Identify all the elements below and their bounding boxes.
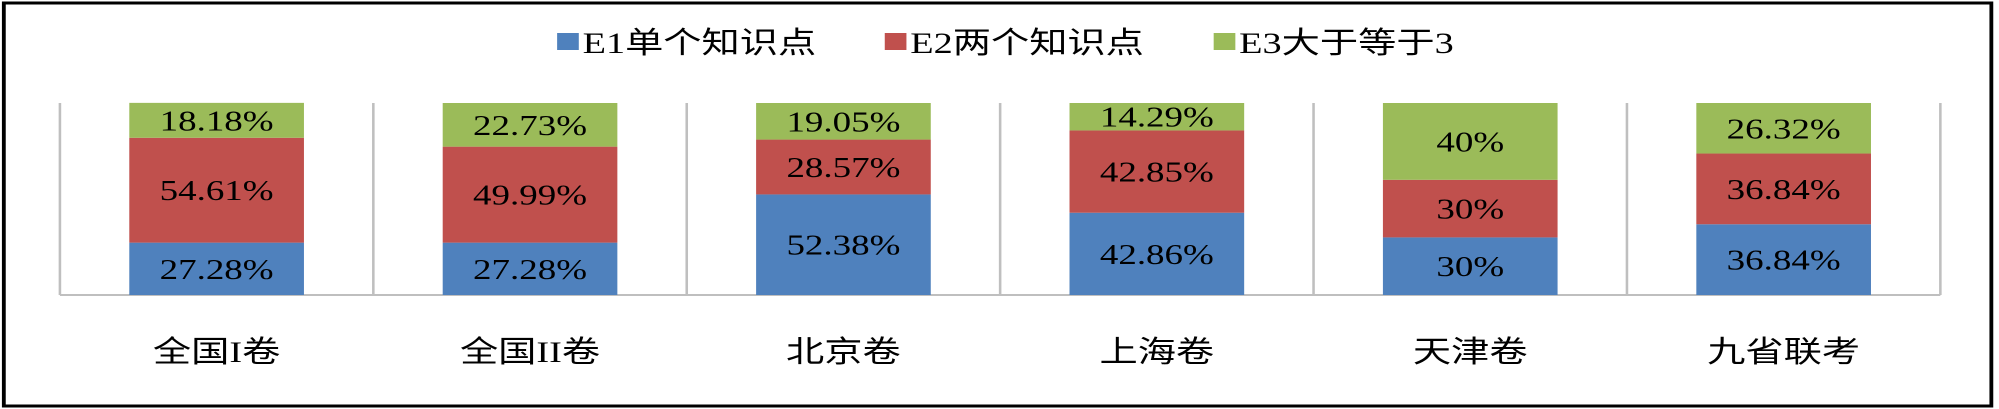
- data-label: 49.99%: [473, 179, 587, 211]
- data-label: 52.38%: [786, 229, 900, 261]
- bar-segment: [1696, 153, 1871, 225]
- bar-segment: [1382, 103, 1558, 180]
- bar-segment: [129, 102, 304, 138]
- data-label: 36.84%: [1727, 244, 1841, 276]
- x-tick-label: 上海卷: [1099, 336, 1214, 369]
- bar-segment: [756, 139, 931, 195]
- legend-label: E3大于等于3: [1239, 27, 1454, 60]
- data-label: 30%: [1436, 251, 1504, 283]
- x-tick-label: 北京卷: [786, 336, 901, 369]
- data-label: 26.32%: [1727, 113, 1841, 145]
- data-label: 27.28%: [473, 253, 587, 285]
- legend-label: E2两个知识点: [910, 27, 1144, 60]
- bar-segment: [1069, 130, 1245, 213]
- legend-label: E1单个知识点: [583, 27, 817, 60]
- bar-segment: [1069, 212, 1245, 295]
- bar-segment: [1382, 237, 1558, 295]
- data-label: 19.05%: [786, 106, 900, 138]
- x-tick-label: 九省联考: [1707, 336, 1860, 369]
- bar-segment: [1696, 103, 1871, 154]
- bar-segment: [1696, 224, 1871, 295]
- legend: E1单个知识点 E2两个知识点 E3大于等于3: [557, 27, 1454, 60]
- data-label: 18.18%: [160, 105, 274, 137]
- legend-swatch: [1213, 33, 1236, 50]
- bar-segment: [1382, 179, 1558, 238]
- data-label: 42.86%: [1100, 239, 1214, 271]
- bar-segment: [756, 194, 931, 295]
- plot-area: 27.28% 54.61% 18.18% 全国I卷 27.28% 49.99% 22.73%…: [58, 101, 1942, 369]
- x-tick-label: 天津卷: [1413, 336, 1528, 369]
- x-tick-label: 全国II卷: [460, 336, 600, 369]
- bar-segment: [442, 242, 618, 295]
- data-label: 42.85%: [1100, 156, 1214, 188]
- bar-segment: [442, 146, 618, 243]
- bar-segment: [129, 242, 304, 295]
- data-label: 28.57%: [786, 152, 900, 184]
- bar-segment: [129, 137, 304, 243]
- bar-segment: [1069, 103, 1245, 131]
- bar-segment: [756, 103, 931, 140]
- legend-swatch: [884, 33, 907, 50]
- data-label: 22.73%: [473, 110, 587, 142]
- data-label: 40%: [1436, 126, 1504, 158]
- data-label: 30%: [1436, 193, 1504, 225]
- legend-swatch: [557, 33, 579, 50]
- bar-segment: [442, 103, 618, 147]
- data-label: 14.29%: [1100, 101, 1214, 133]
- data-label: 36.84%: [1727, 174, 1841, 206]
- data-label: 54.61%: [160, 175, 274, 207]
- data-label: 27.28%: [160, 253, 274, 285]
- x-tick-label: 全国I卷: [153, 336, 280, 369]
